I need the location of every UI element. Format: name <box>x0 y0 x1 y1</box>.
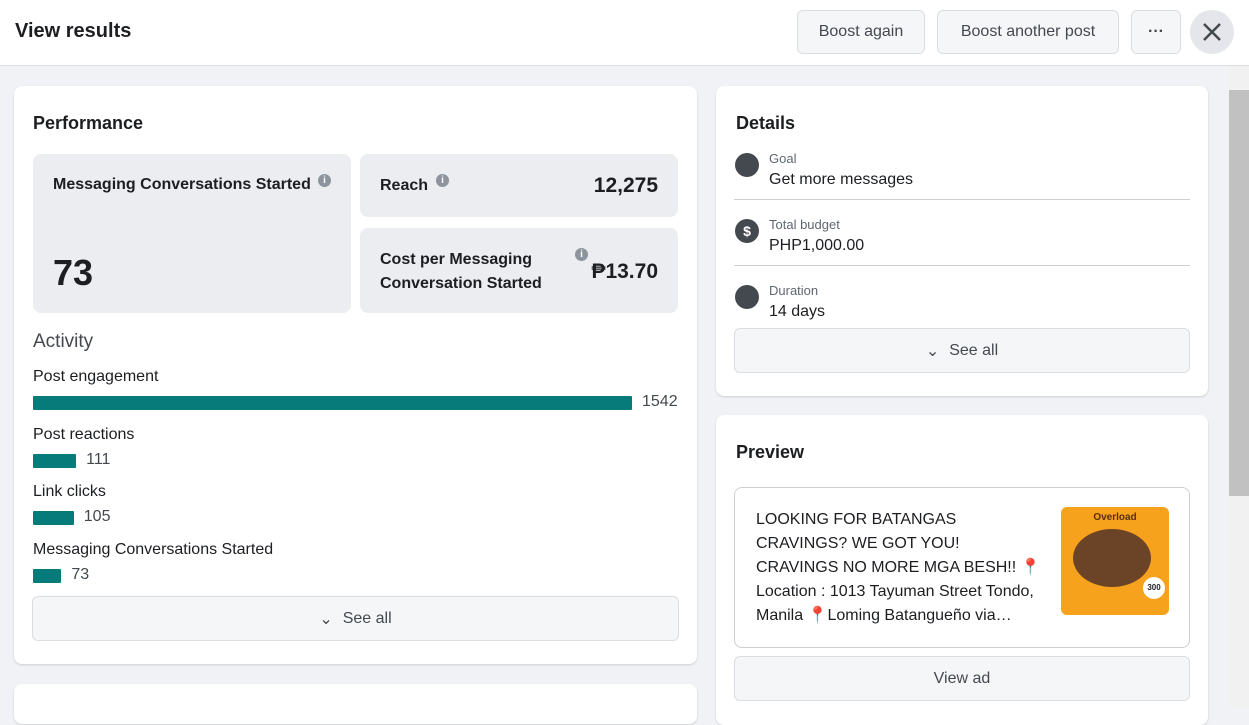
activity-bar <box>33 568 62 583</box>
detail-icon: $ <box>735 219 759 243</box>
next-card <box>14 684 697 724</box>
activity-value: 111 <box>86 450 111 468</box>
ad-preview[interactable]: LOOKING FOR BATANGAS CRAVINGS? WE GOT YO… <box>734 487 1190 648</box>
close-button[interactable] <box>1190 10 1234 54</box>
image-label: 300 <box>1143 577 1165 599</box>
view-ad-button[interactable]: View ad <box>734 656 1190 701</box>
activity-label: Post reactions <box>33 425 135 443</box>
page-title: View results <box>15 20 132 42</box>
food <box>1073 529 1151 587</box>
preview-title: Preview <box>736 442 805 462</box>
activity-value: 105 <box>83 508 111 525</box>
detail-label: Total budget <box>769 217 840 232</box>
see-all-button[interactable]: ⌄ See all <box>32 596 679 641</box>
metric-label: Messaging Conversations Started <box>53 176 311 193</box>
metric-tile: Cost per Messaging Conversation Started … <box>360 228 678 313</box>
boost-another-button[interactable]: Boost another post <box>937 10 1119 54</box>
activity-bar <box>33 453 77 468</box>
metric-value: 12,275 <box>593 174 658 197</box>
detail-label: Goal <box>769 151 797 166</box>
metric-value: 73 <box>53 252 94 293</box>
metric-tile: Messaging Conversations Started i 73 <box>33 154 351 313</box>
info-icon[interactable]: i <box>318 174 331 187</box>
activity-bar <box>33 396 632 410</box>
close-icon <box>1203 23 1221 41</box>
boost-again-button[interactable]: Boost again <box>797 10 925 54</box>
ad-image: Overload 300 <box>1061 507 1169 615</box>
separator <box>734 199 1190 200</box>
activity-value: 1542 <box>642 393 678 410</box>
see-all-button[interactable]: ⌄ See all <box>734 328 1190 373</box>
activity-list: Post engagement 1542 Post reactions 111 Link… <box>33 368 683 588</box>
scroll-thumb[interactable] <box>1229 90 1249 496</box>
button-label: See all <box>949 341 999 359</box>
detail-value: Get more messages <box>769 171 914 188</box>
details-card: Details ⌄ See all Goal Get more messages $ T… <box>716 86 1208 396</box>
metric-value: ₱13.70 <box>591 260 658 283</box>
detail-value: 14 days <box>769 303 826 320</box>
performance-card: Performance Messaging Conversations Star… <box>14 86 697 664</box>
activity-value: 73 <box>71 565 90 583</box>
activity-bar <box>33 511 74 525</box>
details-title: Details <box>736 113 796 133</box>
info-icon[interactable]: i <box>575 248 588 261</box>
info-icon[interactable]: i <box>436 174 449 187</box>
image-label: Overload <box>1093 512 1137 523</box>
scrollbar[interactable] <box>1229 66 1249 708</box>
header: View results Boost again Boost another p… <box>0 0 1249 66</box>
metric-label: Cost per Messaging Conversation Started <box>380 251 542 292</box>
activity-label: Messaging Conversations Started <box>33 540 274 558</box>
detail-value: PHP1,000.00 <box>769 237 865 254</box>
separator <box>734 265 1190 266</box>
more-button[interactable]: ··· <box>1131 10 1181 54</box>
activity-label: Post engagement <box>33 368 159 385</box>
metric-tile: Reach i 12,275 <box>360 154 678 217</box>
detail-label: Duration <box>769 283 819 298</box>
metric-label: Reach <box>380 177 429 194</box>
detail-icon <box>735 153 759 177</box>
activity-label: Link clicks <box>33 483 106 500</box>
performance-title: Performance <box>33 113 144 133</box>
ad-text: LOOKING FOR BATANGAS CRAVINGS? WE GOT YO… <box>756 511 1041 624</box>
activity-title: Activity <box>33 331 94 352</box>
detail-icon <box>735 285 759 309</box>
button-label: See all <box>342 609 392 627</box>
preview-card: Preview LOOKING FOR BATANGAS CRAVINGS? W… <box>716 415 1208 725</box>
